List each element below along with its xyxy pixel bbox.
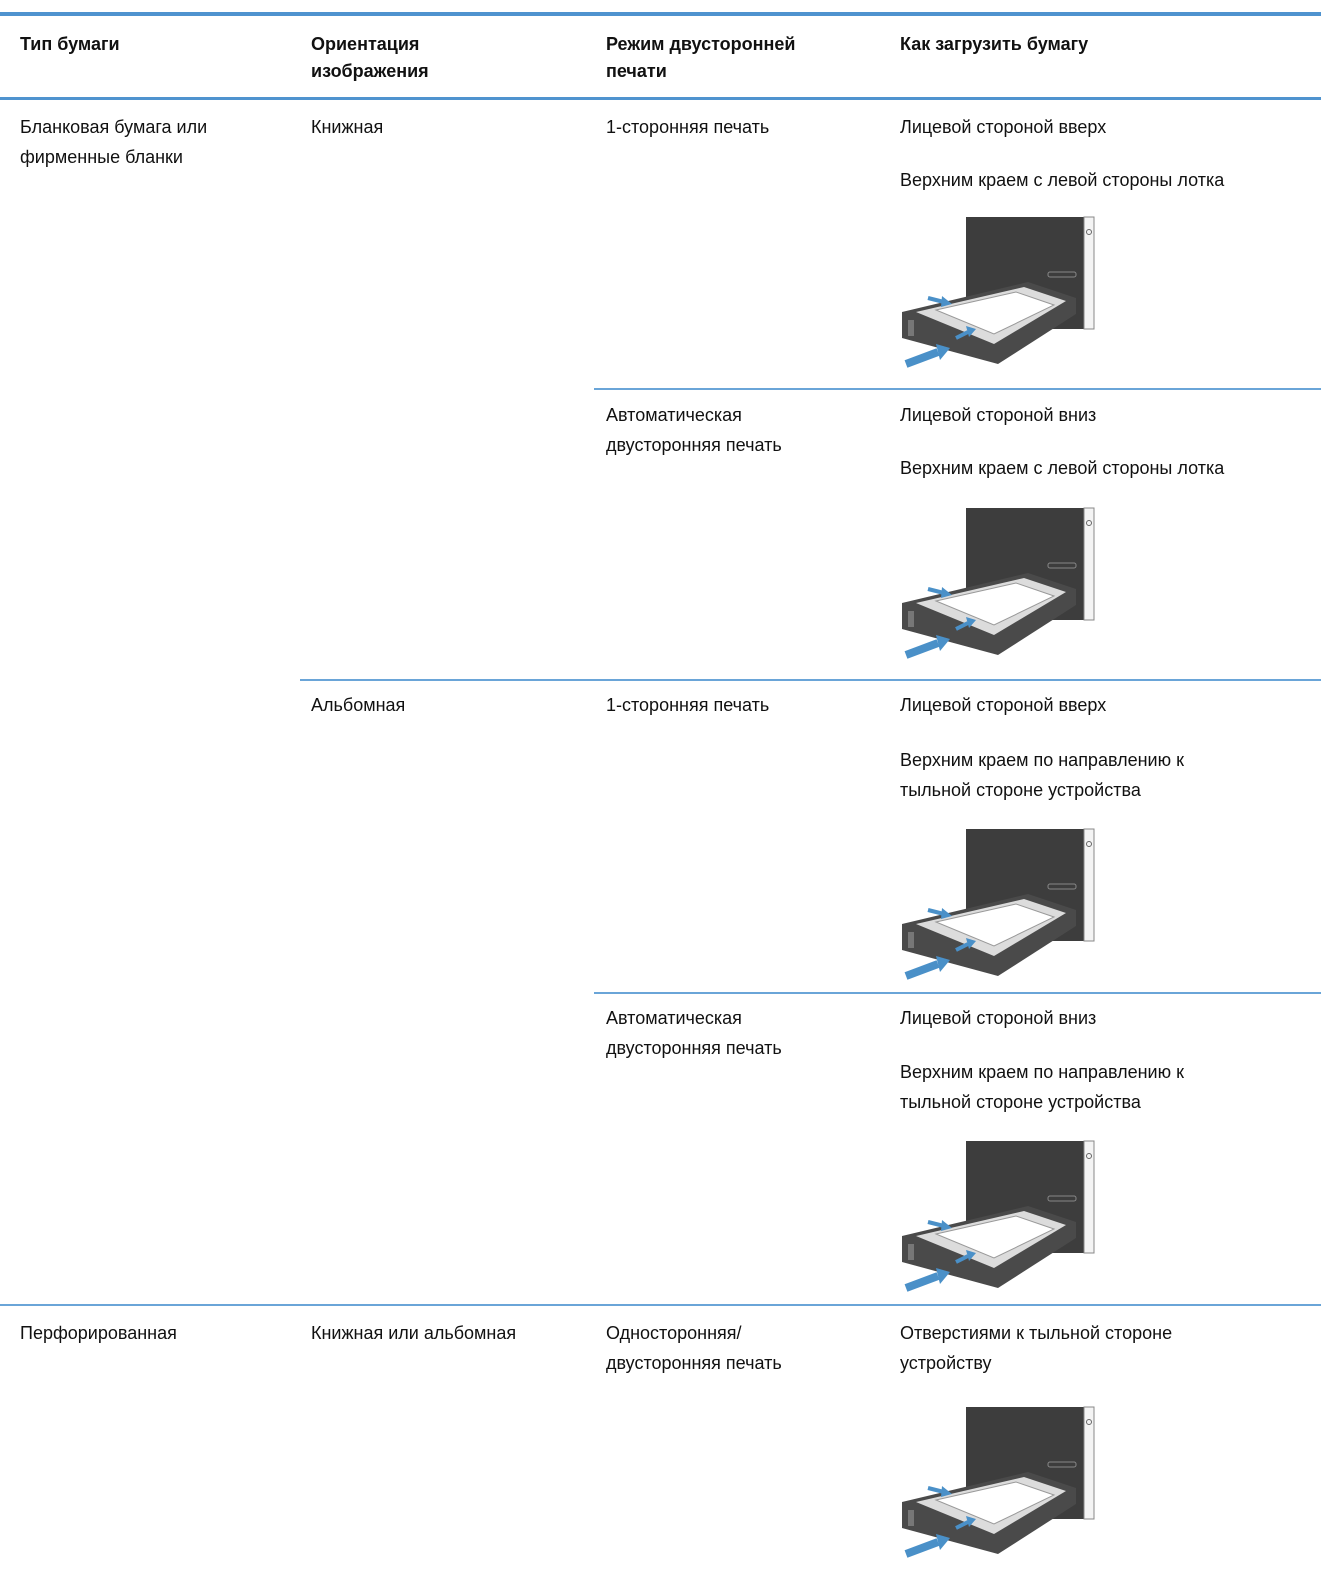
cell: Лицевой стороной вверх xyxy=(900,695,1107,715)
top-rule xyxy=(0,12,1321,16)
header-cell: Как загрузить бумагу xyxy=(900,34,1089,54)
cell: Односторонняя/ двусторонняя печать xyxy=(606,1323,782,1373)
row-rule xyxy=(594,992,1321,994)
header-rule xyxy=(0,97,1321,100)
cell: Лицевой стороной вниз xyxy=(900,1008,1097,1028)
cell: Автоматическая двусторонняя печать xyxy=(606,405,782,455)
cell: Перфорированная xyxy=(20,1323,177,1343)
header-cell: Режим двусторонней печати xyxy=(606,34,796,81)
cell: Верхним краем с левой стороны лотка xyxy=(900,170,1225,190)
row-rule xyxy=(594,388,1321,390)
cell: Верхним краем по направлению к тыльной с… xyxy=(900,1062,1184,1112)
cell: Верхним краем по направлению к тыльной с… xyxy=(900,750,1184,800)
row-rule xyxy=(0,1304,1321,1306)
tray-illustration xyxy=(898,824,1098,984)
cell: Книжная или альбомная xyxy=(311,1323,517,1343)
cell: 1-сторонняя печать xyxy=(606,695,770,715)
row-rule xyxy=(300,679,1321,681)
cell: Отверстиями к тыльной стороне устройству xyxy=(900,1323,1173,1373)
cell: Лицевой стороной вниз xyxy=(900,405,1097,425)
header-cell: Тип бумаги xyxy=(20,34,120,54)
tray-illustration xyxy=(898,503,1098,663)
tray-illustration xyxy=(898,1136,1098,1296)
cell: Бланковая бумага или фирменные бланки xyxy=(20,117,208,167)
tray-illustration xyxy=(898,212,1098,372)
cell: 1-сторонняя печать xyxy=(606,117,770,137)
cell: Лицевой стороной вверх xyxy=(900,117,1107,137)
cell: Верхним краем с левой стороны лотка xyxy=(900,458,1225,478)
cell: Книжная xyxy=(311,117,384,137)
cell: Автоматическая двусторонняя печать xyxy=(606,1008,782,1058)
tray-illustration xyxy=(898,1402,1098,1562)
header-cell: Ориентация изображения xyxy=(311,34,429,81)
cell: Альбомная xyxy=(311,695,406,715)
